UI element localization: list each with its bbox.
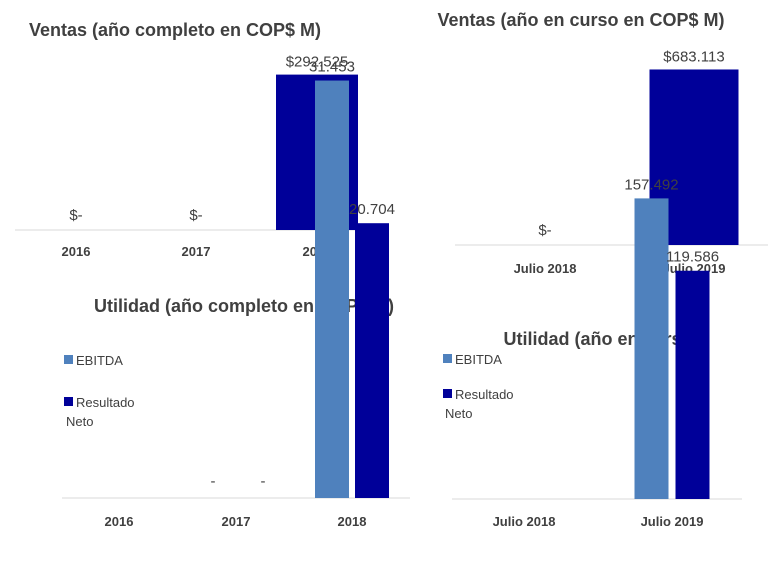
data-label: 119.586 <box>666 249 719 266</box>
chart-title: Ventas (año completo en COP$ M) <box>29 20 321 40</box>
bar <box>634 198 669 500</box>
legend-label: Neto <box>66 414 93 429</box>
x-tick-label: Julio 2019 <box>641 514 704 529</box>
legend-swatch <box>64 397 73 406</box>
x-tick-label: 2018 <box>338 514 367 529</box>
x-tick-label: 2016 <box>105 514 134 529</box>
legend-swatch <box>443 354 452 363</box>
chart-title: Ventas (año en curso en COP$ M) <box>437 10 724 30</box>
chart-2: Ventas (año en curso en COP$ M) Julio 201… <box>437 10 768 276</box>
chart-title: Utilidad (año en curso) <box>503 329 698 349</box>
bar <box>315 80 349 499</box>
legend-swatch <box>443 389 452 398</box>
data-label: - <box>211 473 216 490</box>
data-label: - <box>261 473 266 490</box>
x-tick-label: 2017 <box>222 514 251 529</box>
legend: EBITDA Resultado Neto <box>443 352 514 421</box>
legend-label: Resultado <box>455 387 514 402</box>
data-label: 157.492 <box>624 176 678 193</box>
legend-swatch <box>64 355 73 364</box>
legend-label: EBITDA <box>455 352 502 367</box>
data-label: $- <box>538 222 551 239</box>
data-label: $- <box>189 207 202 224</box>
data-label: $- <box>69 207 82 224</box>
x-tick-label: 2016 <box>62 244 91 259</box>
legend-label: Resultado <box>76 395 135 410</box>
data-label: $683.113 <box>663 48 724 65</box>
data-label: 31.453 <box>309 59 355 76</box>
chart-title: Utilidad (año completo en COP$ M) <box>94 296 394 316</box>
legend-label: Neto <box>445 406 472 421</box>
chart-3: Utilidad (año completo en COP$ M) 2016 201… <box>62 59 410 529</box>
chart-4: Utilidad (año en curso) Julio 2018 Julio 2… <box>443 176 742 529</box>
data-label: $292.525 <box>286 54 349 71</box>
bar <box>675 270 710 499</box>
bar <box>355 223 389 498</box>
x-tick-label: Julio 2018 <box>493 514 556 529</box>
legend-label: EBITDA <box>76 353 123 368</box>
data-label: 20.704 <box>349 201 395 218</box>
x-tick-label: Julio 2018 <box>514 261 577 276</box>
x-tick-label: 2017 <box>182 244 211 259</box>
legend: EBITDA Resultado Neto <box>64 353 135 429</box>
